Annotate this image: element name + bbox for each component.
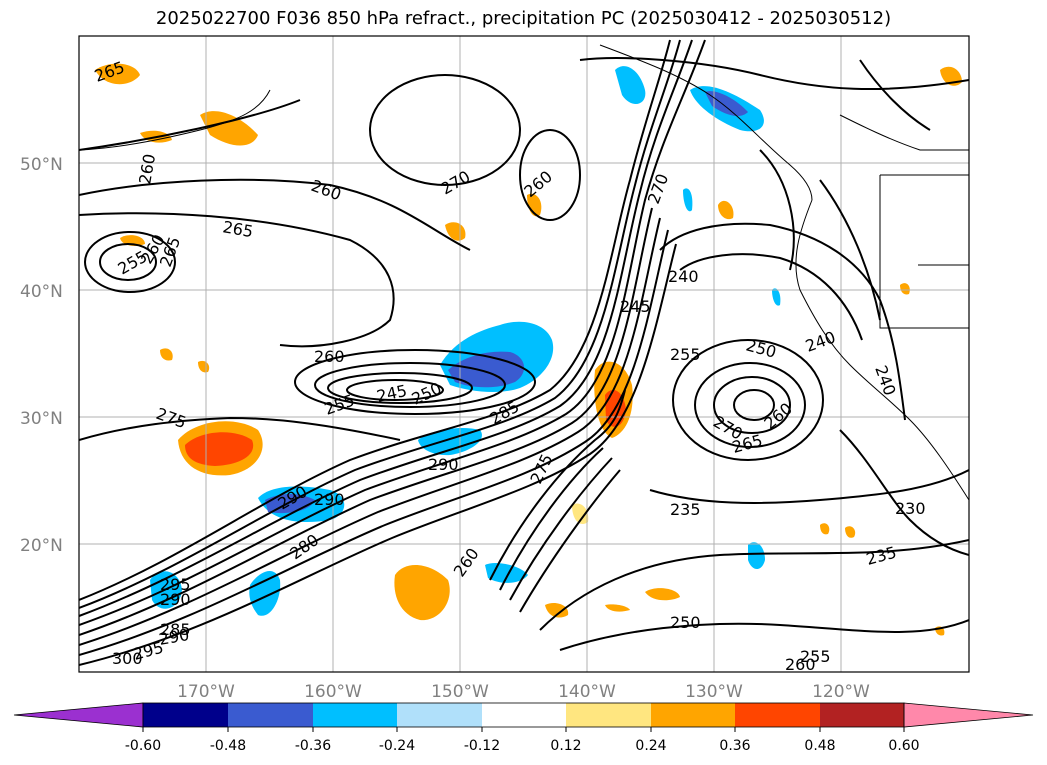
lat-tick-label: 20°N <box>20 536 63 556</box>
contour-label: 260 <box>314 347 345 366</box>
contour-label: 250 <box>409 378 445 408</box>
contour-label: 245 <box>620 297 651 316</box>
colorbar-tick-label: 0.60 <box>888 738 919 754</box>
neg-region <box>772 288 781 306</box>
colorbar-tick-label: -0.48 <box>210 738 246 754</box>
contour-label: 265 <box>221 217 254 241</box>
chart-title: 2025022700 F036 850 hPa refract., precip… <box>155 8 892 29</box>
contour-label: 260 <box>520 167 556 201</box>
colorbar-tick-label: -0.60 <box>125 738 161 754</box>
contour-label: 250 <box>744 336 778 362</box>
contour-label: 290 <box>428 455 459 474</box>
colorbar-tick-label: -0.36 <box>295 738 331 754</box>
colorbar-segment <box>820 703 904 727</box>
pos-region <box>198 360 210 373</box>
lat-tick-label: 30°N <box>20 409 63 429</box>
contour-label: 260 <box>785 655 816 674</box>
contour-label: 260 <box>450 544 483 580</box>
coastlines <box>79 44 969 501</box>
contour-label: 260 <box>309 176 344 204</box>
contour-label: 290 <box>160 590 191 609</box>
pos-region <box>545 603 569 618</box>
pos-region <box>605 604 630 612</box>
contour-label: 235 <box>670 500 701 519</box>
lat-tick-label: 40°N <box>20 282 63 302</box>
lon-tick-label: 140°W <box>558 682 616 702</box>
neg-region <box>615 66 646 105</box>
lon-tick-label: 160°W <box>304 682 362 702</box>
pos-region <box>95 63 140 85</box>
colorbar-segment <box>143 703 228 727</box>
colorbar-tick-label: 0.36 <box>719 738 750 754</box>
contour-label: 255 <box>670 345 701 364</box>
colorbar-segment <box>566 703 651 727</box>
contour-label: 270 <box>438 167 474 199</box>
colorbar-tick-label: 0.12 <box>550 738 581 754</box>
pos-region <box>200 111 258 146</box>
pos-region <box>394 564 450 621</box>
pos-region-strong <box>185 432 254 466</box>
colorbar-extend-high <box>903 702 1034 728</box>
contour-label: 230 <box>895 499 926 518</box>
contour-label: 280 <box>286 530 322 563</box>
colorbar-tick-label: -0.24 <box>379 738 415 754</box>
contour-label: 250 <box>670 613 701 632</box>
colorbar-segment <box>397 703 482 727</box>
precip-shading <box>95 63 962 636</box>
colorbar: -0.60 -0.48 -0.36 -0.24 -0.12 0.12 0.24 … <box>13 702 1034 754</box>
pos-region <box>718 200 734 220</box>
contour-label: 285 <box>487 397 523 429</box>
lon-tick-label: 130°W <box>685 682 743 702</box>
colorbar-segment <box>735 703 820 727</box>
colorbar-tick-label: 0.24 <box>635 738 666 754</box>
colorbar-tick-label: 0.48 <box>804 738 835 754</box>
lat-tick-label: 50°N <box>20 155 63 175</box>
gridlines <box>79 36 969 672</box>
contour-label: 255 <box>322 390 357 418</box>
lon-axis: 170°W 160°W 150°W 140°W 130°W 120°W <box>177 682 870 702</box>
lat-axis: 20°N 30°N 40°N 50°N <box>20 155 63 556</box>
neg-region-strong <box>705 91 748 117</box>
contour-label: 275 <box>154 404 189 432</box>
contour-label: 255 <box>800 647 831 666</box>
contour-label: 260 <box>135 152 159 185</box>
neg-region <box>748 542 765 569</box>
colorbar-segment <box>313 703 397 727</box>
pos-region <box>845 526 856 538</box>
lon-tick-label: 150°W <box>431 682 489 702</box>
colorbar-segment <box>228 703 313 727</box>
pos-region <box>645 588 680 601</box>
contour-label: 290 <box>314 490 345 509</box>
colorbar-segment <box>651 703 735 727</box>
colorbar-segment <box>482 703 566 727</box>
contour-label: 235 <box>864 543 898 569</box>
contour-label: 270 <box>644 171 672 206</box>
pos-region <box>572 503 589 525</box>
lon-tick-label: 170°W <box>177 682 235 702</box>
contour-label: 285 <box>160 620 191 639</box>
pos-region <box>160 348 173 361</box>
pos-region <box>820 523 830 535</box>
contour-label: 300 <box>112 649 143 668</box>
contour-label: 240 <box>803 327 838 355</box>
contour-label: 295 <box>160 575 191 594</box>
colorbar-tick-label: -0.12 <box>464 738 500 754</box>
colorbar-extend-low <box>13 702 144 728</box>
neg-region <box>249 570 281 616</box>
contour-label: 240 <box>871 363 899 398</box>
map-frame <box>78 35 970 673</box>
lon-tick-label: 120°W <box>812 682 870 702</box>
pos-region <box>900 283 910 295</box>
contour-lines <box>79 39 969 666</box>
contour-label: 240 <box>668 267 699 286</box>
neg-region <box>683 188 693 212</box>
